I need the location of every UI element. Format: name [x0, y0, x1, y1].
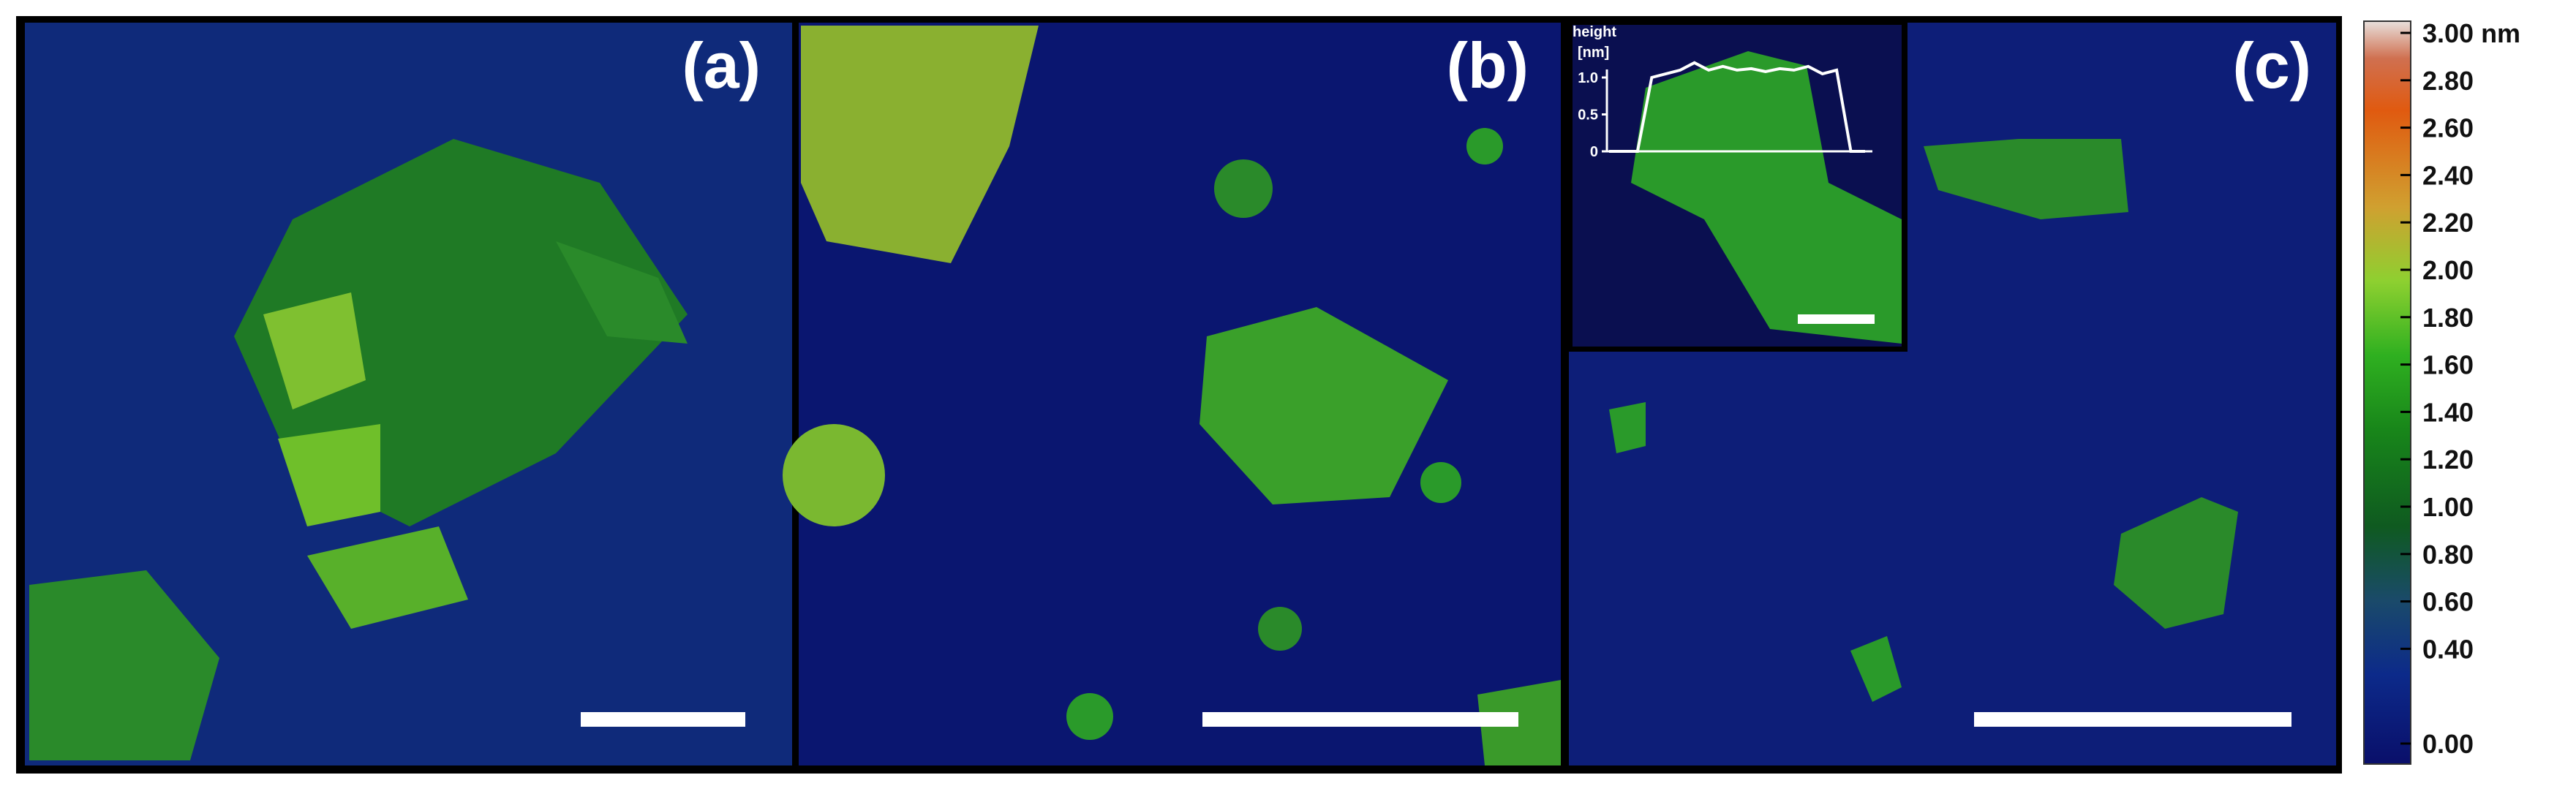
colorbar [2363, 20, 2411, 765]
colorbar-tick-label: 0.60 [2422, 587, 2474, 617]
colorbar-tick-label: 2.40 [2422, 160, 2474, 190]
colorbar-tick-label: 0.00 [2422, 729, 2474, 759]
colorbar-tick-label: 2.20 [2422, 208, 2474, 238]
inset-title: height [1573, 24, 1616, 40]
colorbar-tick-label: 1.60 [2422, 350, 2474, 380]
inset-tick-label: 0 [1590, 144, 1598, 160]
inset-tick-label: 0.5 [1578, 107, 1598, 124]
height-profile [1609, 61, 1865, 153]
panel-b [783, 23, 1561, 765]
colorbar-tick-label: 3.00 nm [2422, 18, 2520, 48]
colorbar-tick-label: 1.00 [2422, 492, 2474, 522]
colorbar-tick-label: 2.00 [2422, 255, 2474, 285]
colorbar-tick-label: 0.40 [2422, 634, 2474, 664]
colorbar-tick-label: 2.60 [2422, 113, 2474, 143]
colorbar-tick-label: 1.40 [2422, 397, 2474, 427]
panel-a [25, 23, 792, 765]
scale-bars [581, 712, 2291, 727]
inset-tick-label: 1.0 [1578, 70, 1598, 86]
panel-label: (a) [682, 29, 761, 102]
colorbar-tick-label: 1.20 [2422, 445, 2474, 474]
panel-label: (c) [2232, 29, 2311, 102]
inset-unit: [nm] [1578, 45, 1609, 61]
colorbar-tick-label: 0.80 [2422, 540, 2474, 570]
colorbar-tick-label: 2.80 [2422, 66, 2474, 96]
colorbar-tick-label: 1.80 [2422, 303, 2474, 333]
inset [1567, 20, 1907, 352]
panel-label: (b) [1447, 29, 1529, 102]
